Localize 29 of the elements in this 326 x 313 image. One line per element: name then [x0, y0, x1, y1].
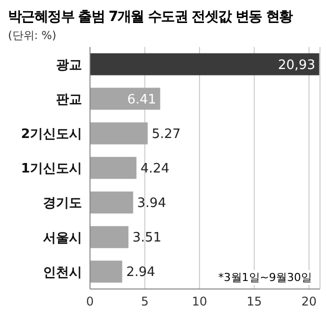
bar	[90, 192, 134, 214]
y-tick-label: 1기신도시	[20, 162, 82, 177]
x-tick-label: 10	[192, 294, 208, 309]
y-tick-label: 판교	[56, 92, 82, 108]
data-label: 2.94	[126, 265, 156, 280]
y-tick-label: 인천시	[43, 265, 82, 280]
y-tick-label: 서울시	[43, 230, 82, 246]
data-label: 3.94	[137, 196, 166, 212]
data-label: 3.51	[132, 230, 162, 246]
y-tick-label: 2기신도시	[20, 127, 82, 142]
data-label: 4.24	[140, 161, 170, 176]
x-tick-label: 15	[246, 294, 262, 309]
bar	[90, 260, 122, 283]
chart-subtitle: (단위: %)	[8, 28, 58, 43]
x-tick-label: 0	[86, 294, 94, 309]
chart-title: 박근혜정부 출범 7개월 수도권 전셋값 변동 현황	[8, 8, 294, 26]
annotation: *3월1일~9월30일	[218, 270, 312, 285]
data-label: 20,93	[278, 58, 316, 73]
x-tick-label: 20	[301, 294, 317, 309]
data-label: 5.27	[152, 126, 181, 142]
bar	[90, 88, 160, 110]
bar	[90, 122, 148, 144]
bar	[90, 156, 136, 179]
x-tick-label: 5	[140, 294, 149, 309]
bar	[90, 226, 128, 248]
y-tick-label: 경기도	[43, 196, 82, 212]
bar	[90, 53, 320, 76]
data-label: 6.41	[127, 92, 156, 108]
y-tick-label: 광교	[56, 58, 82, 73]
